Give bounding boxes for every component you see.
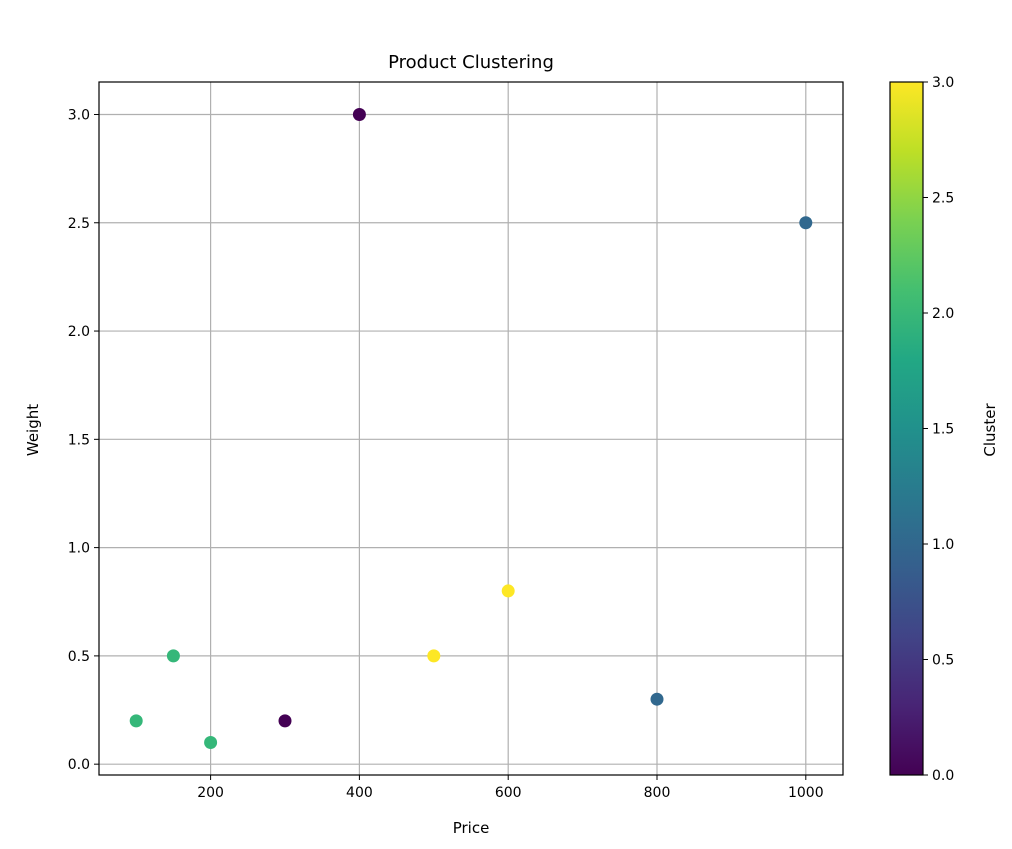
x-axis-label: Price <box>453 819 490 837</box>
scatter-point <box>166 649 180 663</box>
scatter-point <box>427 649 441 663</box>
scatter-point <box>204 736 218 750</box>
scatter-point <box>278 714 292 728</box>
y-axis-label: Weight <box>24 404 42 456</box>
colorbar: 0.0 0.5 1.0 1.5 2.0 2.5 3.0 Cluster <box>889 75 999 784</box>
colorbar-tick-label: 0.0 <box>932 768 954 784</box>
y-tick-label: 3.0 <box>68 107 90 123</box>
y-tick-label: 2.5 <box>68 216 90 232</box>
colorbar-tick-label: 2.5 <box>932 191 954 207</box>
y-axis-ticks: 0.0 0.5 1.0 1.5 2.0 2.5 3.0 <box>68 107 99 773</box>
colorbar-tick-label: 2.0 <box>932 306 954 322</box>
x-tick-label: 600 <box>495 785 522 801</box>
colorbar-tick-label: 1.0 <box>932 537 954 553</box>
colorbar-label: Cluster <box>981 403 999 457</box>
scatter-point <box>501 584 515 598</box>
plot-frame <box>98 81 844 776</box>
x-tick-label: 400 <box>346 785 373 801</box>
colorbar-ticks: 0.0 0.5 1.0 1.5 2.0 2.5 3.0 <box>923 75 954 784</box>
y-tick-label: 2.0 <box>68 324 90 340</box>
x-tick-label: 800 <box>644 785 671 801</box>
colorbar-tick-label: 0.5 <box>932 653 954 669</box>
x-tick-label: 1000 <box>788 785 824 801</box>
colorbar-gradient <box>890 82 923 775</box>
x-axis-ticks: 200 400 600 800 1000 <box>197 775 824 801</box>
y-tick-label: 0.0 <box>68 757 90 773</box>
scatter-point <box>650 692 664 706</box>
chart-title: Product Clustering <box>388 52 554 73</box>
colorbar-tick-label: 1.5 <box>932 422 954 438</box>
y-tick-label: 0.5 <box>68 649 90 665</box>
scatter-point <box>352 107 366 121</box>
data-points <box>129 107 813 750</box>
y-tick-label: 1.0 <box>68 541 90 557</box>
x-tick-label: 200 <box>197 785 224 801</box>
y-tick-label: 1.5 <box>68 432 90 448</box>
colorbar-tick-label: 3.0 <box>932 75 954 91</box>
scatter-point <box>129 714 143 728</box>
scatter-point <box>799 216 813 230</box>
grid <box>99 82 843 775</box>
